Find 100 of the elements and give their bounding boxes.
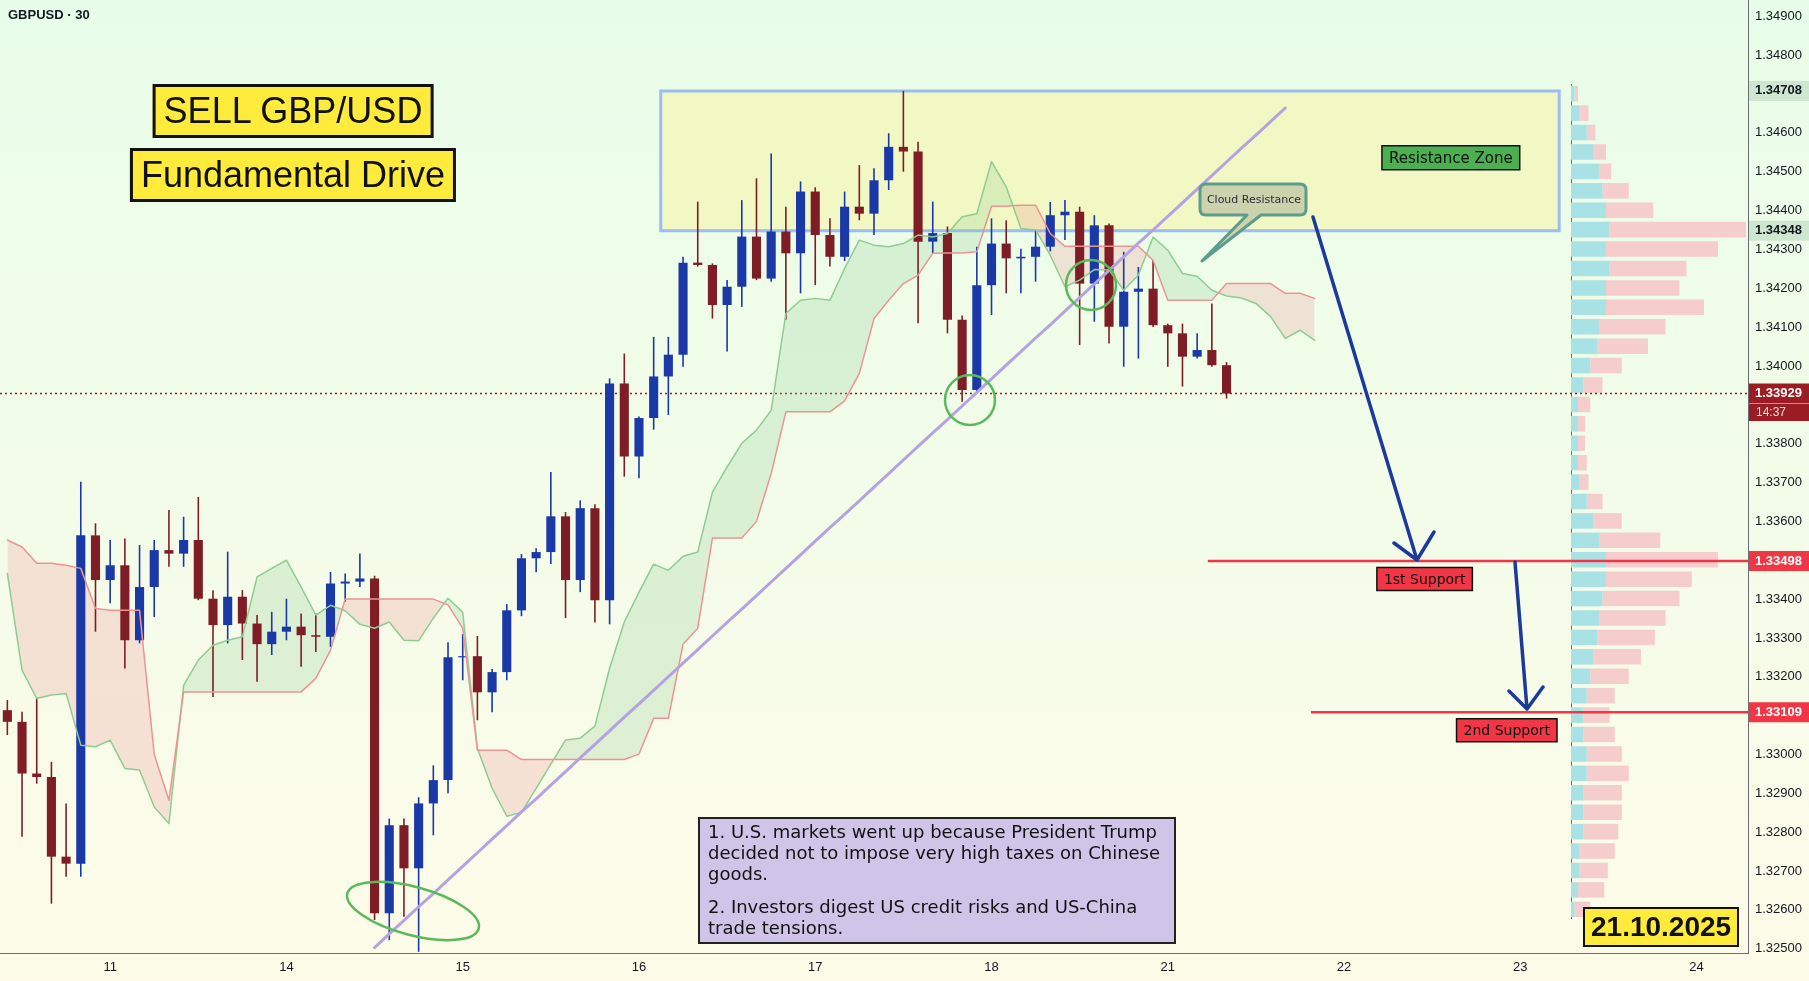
bar xyxy=(1571,280,1606,296)
y-tick-label: 1.34300 xyxy=(1755,241,1802,256)
y-tick-label: 1.34200 xyxy=(1755,279,1802,295)
bar xyxy=(1579,105,1589,121)
candlestick xyxy=(1192,332,1202,360)
bar xyxy=(1571,590,1603,607)
candlestick xyxy=(1177,322,1188,388)
bar xyxy=(1578,882,1605,898)
y-tick-label: 1.33498 xyxy=(1755,552,1802,568)
bar xyxy=(1571,202,1606,218)
bar xyxy=(1571,804,1584,820)
text: Fundamental Drive xyxy=(129,148,457,202)
bar xyxy=(1599,532,1661,549)
bar xyxy=(1578,435,1585,452)
y-tick-label: 1.34000 xyxy=(1755,357,1802,373)
bar xyxy=(1571,124,1587,141)
bar xyxy=(1571,901,1575,918)
bar xyxy=(1571,532,1599,549)
bar xyxy=(1571,726,1584,743)
candlestick xyxy=(281,597,291,642)
bar xyxy=(1590,668,1629,685)
bar xyxy=(1571,687,1587,704)
bar xyxy=(1593,513,1622,529)
bar xyxy=(1571,260,1610,277)
bar xyxy=(1571,454,1578,471)
y-tick-label: 1.32700 xyxy=(1755,862,1802,878)
candlestick xyxy=(1031,229,1041,283)
bar xyxy=(1571,551,1606,568)
y-tick-label: 1.33200 xyxy=(1755,668,1802,684)
bar xyxy=(1571,746,1587,762)
bar xyxy=(1593,649,1641,665)
bar xyxy=(1583,707,1610,723)
bar xyxy=(1579,843,1615,859)
bar xyxy=(1606,551,1718,568)
y-tick-label: 1.34100 xyxy=(1755,318,1802,334)
candlestick xyxy=(252,614,262,683)
candlestick xyxy=(340,572,350,603)
candlestick xyxy=(2,699,12,736)
bar xyxy=(1571,163,1599,180)
candlestick xyxy=(267,611,277,656)
bar xyxy=(1571,241,1606,257)
bar xyxy=(1571,183,1603,199)
y-tick-label: 1.34500 xyxy=(1755,163,1802,179)
y-tick-label: 1.33929 xyxy=(1755,385,1802,401)
bar xyxy=(1583,377,1603,393)
candlestick xyxy=(428,764,438,837)
x-tick-label: 21 xyxy=(1160,959,1176,975)
bar xyxy=(1606,202,1654,218)
candlestick xyxy=(722,279,732,353)
bar xyxy=(1571,105,1580,121)
x-tick-label: 16 xyxy=(631,959,647,975)
bar xyxy=(1599,163,1612,180)
bar xyxy=(1586,687,1615,704)
annotation: 1. U.S. markets went up because President Trump decided not to impose very high taxes on Chinese goods. xyxy=(708,821,1162,884)
bar xyxy=(1609,221,1746,238)
x-tick-label: 11 xyxy=(103,959,117,975)
bar xyxy=(1599,318,1666,335)
candlestick xyxy=(663,336,673,416)
bar xyxy=(1586,124,1596,141)
y-tick-label: 1.33700 xyxy=(1755,474,1802,490)
x-tick-label: 17 xyxy=(808,959,823,975)
bar xyxy=(1571,785,1584,801)
x-tick-label: 15 xyxy=(455,959,470,975)
bar xyxy=(1606,299,1704,316)
annotation: 21.10.2025 xyxy=(1583,907,1740,947)
bar xyxy=(1602,183,1629,199)
bar xyxy=(1571,862,1580,879)
bar xyxy=(1586,765,1629,782)
bar xyxy=(1571,843,1580,859)
y-tick-label: 1.33400 xyxy=(1755,590,1802,606)
bar xyxy=(1571,221,1610,238)
bar xyxy=(1571,493,1587,510)
candlestick xyxy=(531,547,541,574)
bar xyxy=(1571,396,1578,413)
bar xyxy=(1593,144,1606,160)
y-tick-label: 1.32900 xyxy=(1755,784,1802,800)
candlestick xyxy=(311,612,321,653)
y-tick-label: 1.33300 xyxy=(1755,629,1802,645)
bar xyxy=(1586,493,1603,510)
bar xyxy=(1606,571,1692,587)
x-tick-label: 24 xyxy=(1689,959,1704,975)
bar xyxy=(1571,474,1580,490)
bar xyxy=(1583,804,1622,820)
bar xyxy=(1571,144,1594,160)
x-tick-label: 23 xyxy=(1513,959,1528,975)
bar xyxy=(1599,610,1666,626)
candlestick xyxy=(296,612,306,668)
candlestick xyxy=(487,668,497,713)
bar xyxy=(1606,280,1680,296)
annotation: GBPUSD · 30 xyxy=(8,7,90,22)
band-label: Resistance Zone xyxy=(1388,148,1513,167)
bar xyxy=(1571,338,1598,354)
ref-line-label: 1st Support xyxy=(1383,570,1466,587)
bar xyxy=(1571,318,1599,335)
bar xyxy=(1571,610,1599,626)
candlestick xyxy=(1060,199,1070,241)
bar xyxy=(1579,862,1608,879)
bar xyxy=(1583,785,1622,801)
bar xyxy=(1571,357,1591,374)
candlestick xyxy=(355,552,365,588)
